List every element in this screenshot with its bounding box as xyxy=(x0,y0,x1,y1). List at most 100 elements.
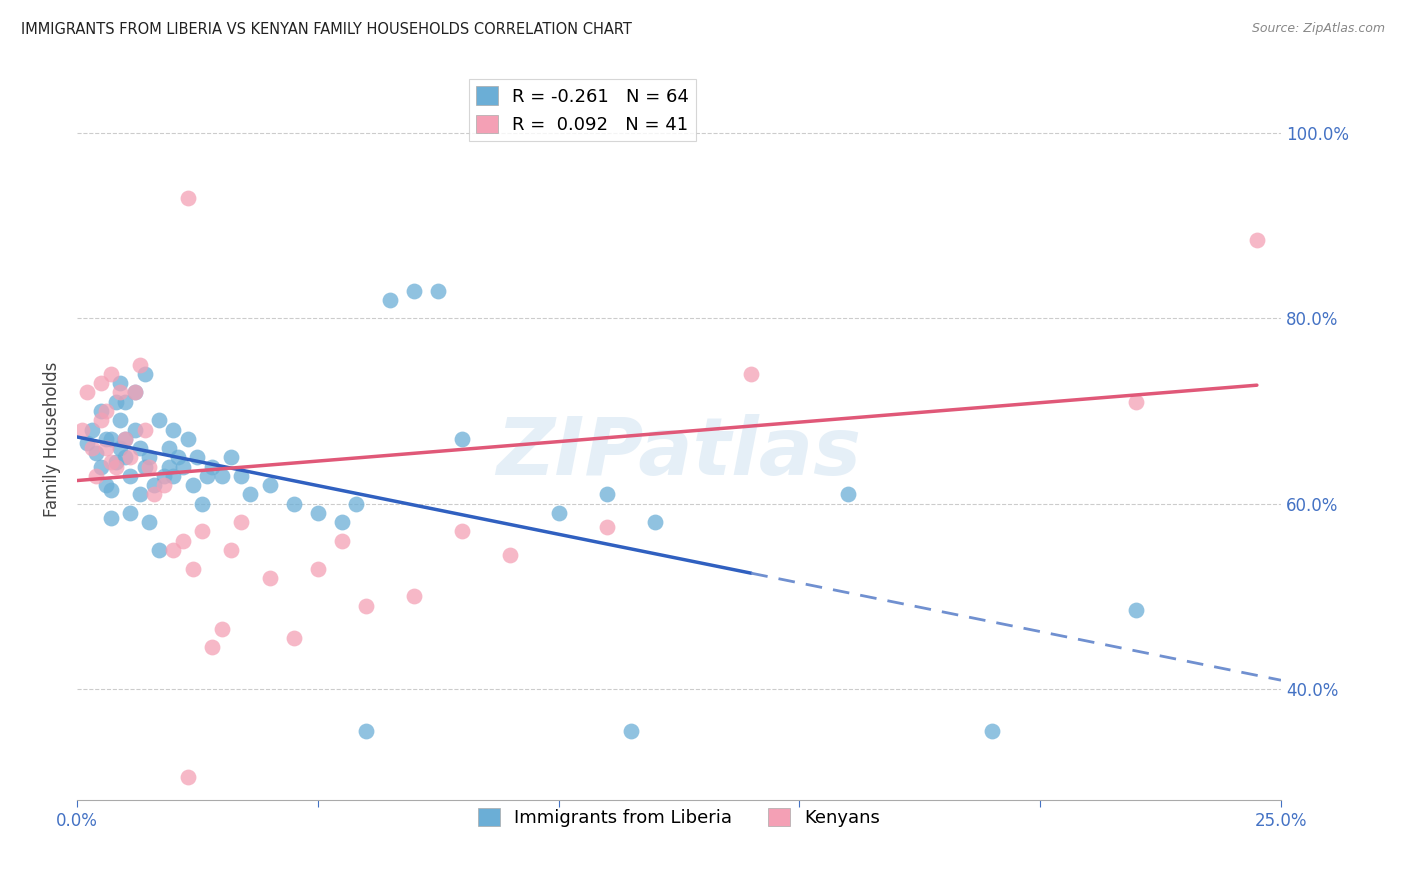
Point xyxy=(427,284,450,298)
Text: IMMIGRANTS FROM LIBERIA VS KENYAN FAMILY HOUSEHOLDS CORRELATION CHART: IMMIGRANTS FROM LIBERIA VS KENYAN FAMILY… xyxy=(21,22,631,37)
Point xyxy=(80,423,103,437)
Point xyxy=(177,770,200,784)
Point xyxy=(100,432,122,446)
Point xyxy=(124,423,146,437)
Point xyxy=(162,543,184,558)
Point xyxy=(104,459,127,474)
Point xyxy=(120,450,142,465)
Point xyxy=(152,478,174,492)
Point xyxy=(344,497,367,511)
Point xyxy=(211,469,233,483)
Point xyxy=(124,385,146,400)
Point xyxy=(90,413,112,427)
Point xyxy=(100,367,122,381)
Point xyxy=(128,358,150,372)
Point xyxy=(283,497,305,511)
Point xyxy=(86,446,108,460)
Y-axis label: Family Households: Family Households xyxy=(44,361,60,516)
Point xyxy=(94,441,117,455)
Point xyxy=(219,543,242,558)
Point xyxy=(644,515,666,529)
Text: Source: ZipAtlas.com: Source: ZipAtlas.com xyxy=(1251,22,1385,36)
Point xyxy=(162,423,184,437)
Point xyxy=(143,487,166,501)
Point xyxy=(837,487,859,501)
Point xyxy=(157,459,180,474)
Point xyxy=(354,723,377,738)
Point xyxy=(1246,233,1268,247)
Point xyxy=(120,469,142,483)
Point xyxy=(134,423,156,437)
Point xyxy=(259,478,281,492)
Point xyxy=(110,376,132,391)
Point xyxy=(404,590,426,604)
Point xyxy=(162,469,184,483)
Point xyxy=(451,524,474,539)
Point xyxy=(330,515,353,529)
Point xyxy=(157,441,180,455)
Point xyxy=(128,487,150,501)
Point xyxy=(229,515,252,529)
Point xyxy=(86,469,108,483)
Point xyxy=(94,432,117,446)
Point xyxy=(138,450,160,465)
Legend: Immigrants from Liberia, Kenyans: Immigrants from Liberia, Kenyans xyxy=(471,801,887,835)
Point xyxy=(114,450,136,465)
Point xyxy=(110,413,132,427)
Point xyxy=(201,640,224,655)
Point xyxy=(148,413,170,427)
Point xyxy=(378,293,401,307)
Point xyxy=(596,487,619,501)
Point xyxy=(138,459,160,474)
Point xyxy=(104,455,127,469)
Point xyxy=(90,459,112,474)
Point xyxy=(128,441,150,455)
Point xyxy=(177,432,200,446)
Point xyxy=(124,385,146,400)
Point xyxy=(148,543,170,558)
Point xyxy=(307,561,329,575)
Point xyxy=(143,478,166,492)
Point xyxy=(181,478,204,492)
Point xyxy=(201,459,224,474)
Point xyxy=(1125,394,1147,409)
Point xyxy=(596,520,619,534)
Point xyxy=(307,506,329,520)
Point xyxy=(110,441,132,455)
Point xyxy=(120,506,142,520)
Point xyxy=(1125,603,1147,617)
Point xyxy=(211,622,233,636)
Point xyxy=(167,450,190,465)
Point xyxy=(90,404,112,418)
Point xyxy=(981,723,1004,738)
Point xyxy=(100,510,122,524)
Point xyxy=(191,497,214,511)
Point xyxy=(330,533,353,548)
Point xyxy=(138,515,160,529)
Point xyxy=(499,548,522,562)
Point xyxy=(239,487,262,501)
Point xyxy=(114,432,136,446)
Point xyxy=(76,436,98,450)
Point xyxy=(620,723,643,738)
Point xyxy=(172,533,194,548)
Point xyxy=(134,459,156,474)
Point xyxy=(283,631,305,645)
Point xyxy=(94,478,117,492)
Point xyxy=(104,394,127,409)
Point xyxy=(186,450,208,465)
Point xyxy=(76,385,98,400)
Point xyxy=(404,284,426,298)
Text: ZIPatlas: ZIPatlas xyxy=(496,414,862,492)
Point xyxy=(94,404,117,418)
Point xyxy=(219,450,242,465)
Point xyxy=(152,469,174,483)
Point xyxy=(172,459,194,474)
Point xyxy=(114,432,136,446)
Point xyxy=(195,469,218,483)
Point xyxy=(100,455,122,469)
Point xyxy=(134,367,156,381)
Point xyxy=(90,376,112,391)
Point xyxy=(70,423,93,437)
Point xyxy=(354,599,377,613)
